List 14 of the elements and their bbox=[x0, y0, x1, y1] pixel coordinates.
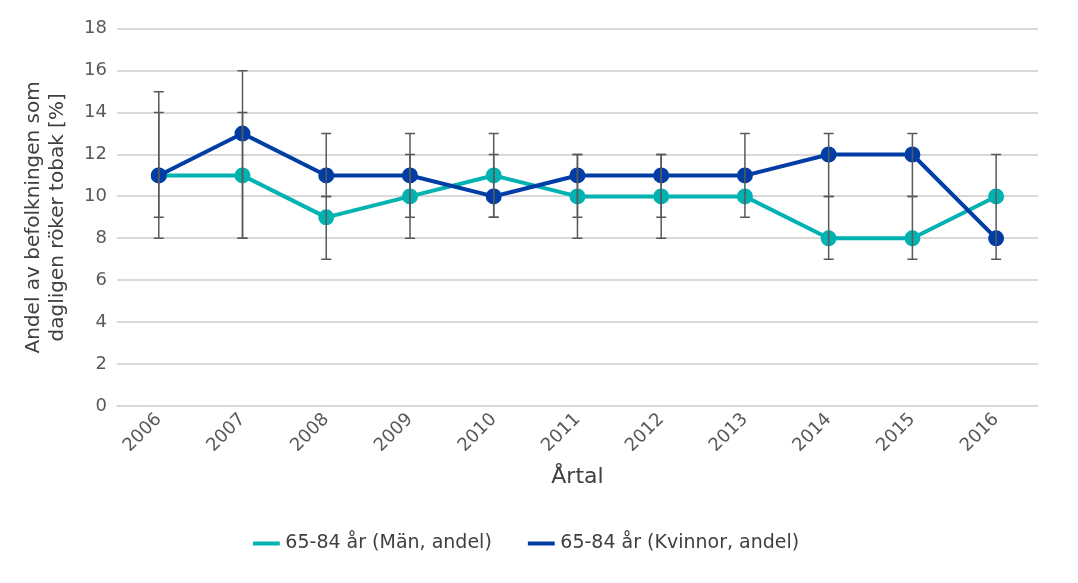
y-tick-label: 0 bbox=[95, 393, 107, 415]
legend-label: 65-84 år (Kvinnor, andel) bbox=[560, 530, 800, 553]
y-tick-label: 4 bbox=[95, 309, 107, 331]
y-tick-label: 14 bbox=[84, 100, 107, 122]
y-axis-title: Andel av befolkningen som dagligen röker tobak [%] bbox=[20, 81, 69, 354]
legend-label: 65-84 år (Män, andel) bbox=[285, 530, 492, 553]
y-tick-label: 6 bbox=[95, 267, 107, 289]
y-tick-label: 16 bbox=[84, 58, 107, 80]
y-tick-label: 10 bbox=[84, 184, 107, 206]
y-tick-label: 18 bbox=[84, 16, 107, 38]
y-tick-label: 12 bbox=[84, 142, 107, 164]
y-tick-label: 8 bbox=[95, 225, 107, 247]
x-axis-title: Årtal bbox=[551, 461, 604, 488]
y-tick-label: 2 bbox=[95, 351, 107, 373]
